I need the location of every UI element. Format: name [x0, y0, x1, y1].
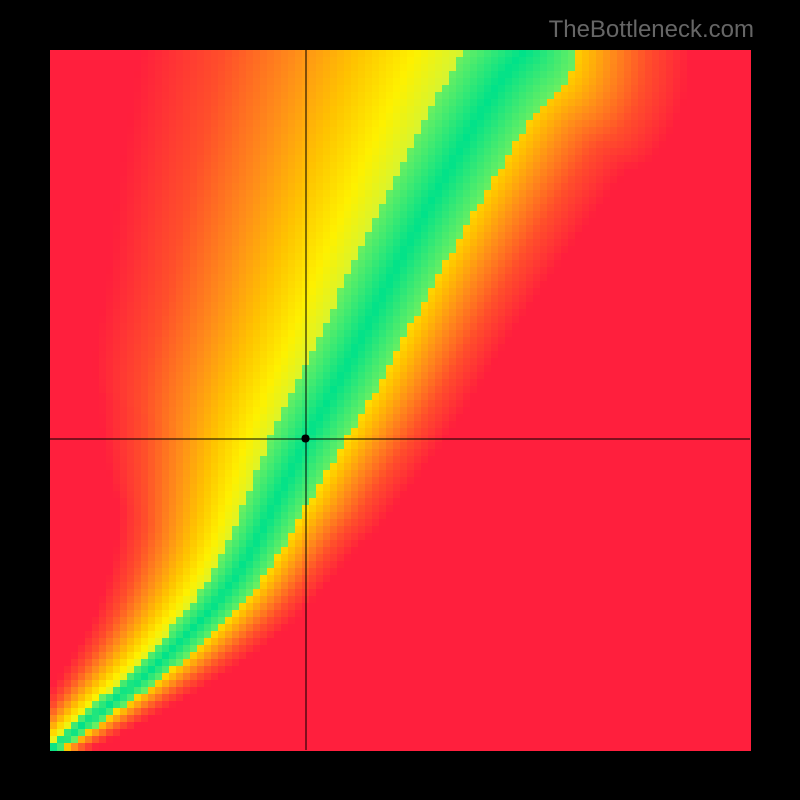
chart-container: TheBottleneck.com — [0, 0, 800, 800]
bottleneck-heatmap — [0, 0, 800, 800]
watermark-text: TheBottleneck.com — [549, 16, 754, 44]
